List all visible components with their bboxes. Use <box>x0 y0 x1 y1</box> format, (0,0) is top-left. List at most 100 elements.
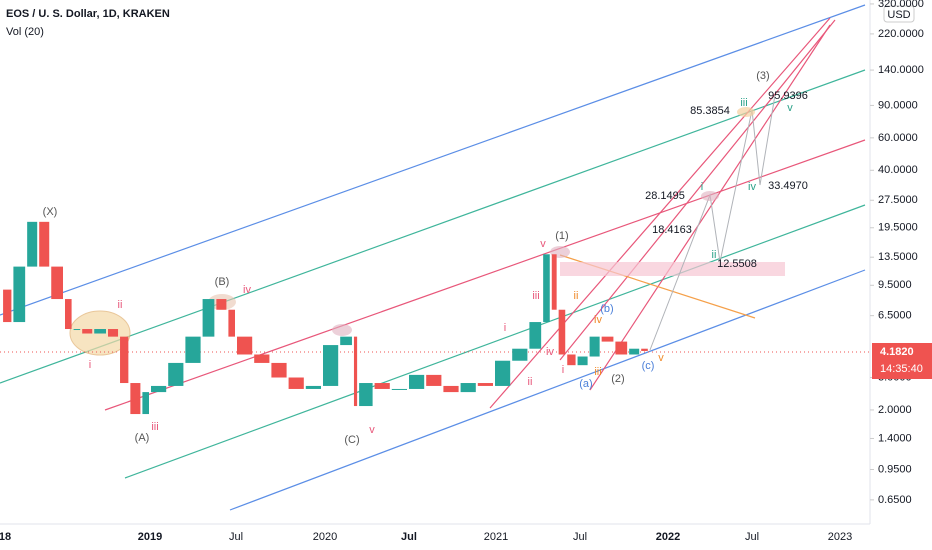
trend-line <box>589 24 831 391</box>
indicator-label: Vol (20) <box>6 26 44 38</box>
candle <box>3 289 12 323</box>
annotation: iv <box>594 314 602 326</box>
channel-line <box>0 69 866 384</box>
channel-line <box>124 204 866 479</box>
trend-line <box>559 19 836 361</box>
candle <box>27 221 38 267</box>
candle <box>558 309 566 355</box>
annotation: i <box>562 364 564 376</box>
candle <box>271 362 287 378</box>
annotation: iv <box>546 346 554 358</box>
price-label: 27.5000 <box>878 194 918 206</box>
price-label: 0.9500 <box>878 463 912 475</box>
channel-line <box>0 4 866 316</box>
candle <box>391 388 407 390</box>
annotation: (2) <box>611 373 624 385</box>
candle <box>94 329 106 334</box>
candle <box>629 348 640 355</box>
annotation: iii <box>740 97 747 109</box>
candle <box>443 385 459 393</box>
price-label: 320.0000 <box>878 0 924 10</box>
price-label: 0.6500 <box>878 494 912 506</box>
candles <box>3 221 648 415</box>
candle <box>615 341 628 355</box>
candle <box>216 299 227 310</box>
candle <box>512 348 528 361</box>
candle <box>543 254 550 323</box>
candle <box>567 354 576 366</box>
candle <box>577 356 588 366</box>
price-label: 220.0000 <box>878 28 924 40</box>
annotation: (A) <box>135 432 150 444</box>
candle <box>254 354 270 363</box>
time-label: 2021 <box>484 531 508 543</box>
time-label: 2020 <box>313 531 337 543</box>
time-label: Jul <box>573 531 587 543</box>
annotation: v <box>787 102 793 114</box>
annotation: 18.4163 <box>652 224 692 236</box>
price-label: 60.0000 <box>878 132 918 144</box>
annotation: (c) <box>642 360 655 372</box>
annotation: (C) <box>344 434 359 446</box>
price-badge <box>872 343 932 379</box>
price-label: 140.0000 <box>878 64 924 76</box>
candle <box>551 254 557 310</box>
annotation: ii <box>118 299 123 311</box>
annotation: ii <box>528 376 533 388</box>
candle <box>202 299 215 337</box>
time-label: Jul <box>229 531 243 543</box>
candle <box>374 383 390 389</box>
currency-button[interactable] <box>883 5 915 23</box>
price-label: 9.5000 <box>878 279 912 291</box>
candle <box>185 336 201 363</box>
time-label: 2023 <box>828 531 852 543</box>
countdown: 14:35:40 <box>880 363 923 375</box>
annotation: iii <box>532 290 539 302</box>
candle <box>477 383 493 386</box>
candle <box>130 383 141 415</box>
annotation: i <box>701 181 703 193</box>
candle <box>460 383 476 393</box>
candle <box>228 309 235 337</box>
annotation: i <box>504 322 506 334</box>
candle <box>305 385 321 389</box>
candle <box>82 329 93 334</box>
candle <box>641 348 648 351</box>
currency: USD <box>887 9 910 21</box>
candle <box>120 336 129 384</box>
highlight <box>332 324 352 336</box>
candle <box>142 392 149 415</box>
annotation: 33.4970 <box>768 180 808 192</box>
annotation: (b) <box>600 303 613 315</box>
annotation: (X) <box>43 206 58 218</box>
candle <box>288 377 304 389</box>
annotation: iii <box>151 421 158 433</box>
annotation: (1) <box>555 230 568 242</box>
annotation: (a) <box>579 378 592 390</box>
candle <box>529 322 542 349</box>
annotation: iii <box>594 366 601 378</box>
candle <box>495 360 511 386</box>
annotation: 85.3854 <box>690 105 730 117</box>
channel-line <box>104 139 866 411</box>
price-label: 90.0000 <box>878 99 918 111</box>
candle <box>39 221 50 267</box>
candle <box>108 329 119 337</box>
time-label: Jul <box>745 531 759 543</box>
drawings <box>0 4 870 511</box>
annotation: 12.5508 <box>717 258 757 270</box>
channel-line <box>229 269 866 511</box>
price-label: 13.5000 <box>878 251 918 263</box>
annotation: v <box>658 352 664 364</box>
trend-line <box>489 17 831 409</box>
projection-path <box>649 94 776 351</box>
highlight <box>701 191 719 201</box>
time-label: Jul <box>401 531 417 543</box>
candle <box>237 336 253 355</box>
zone <box>560 262 785 276</box>
annotation: v <box>369 424 375 436</box>
annotation: iv <box>243 284 251 296</box>
candle <box>51 266 63 300</box>
annotation: v <box>540 238 546 250</box>
price-label: 6.5000 <box>878 310 912 322</box>
